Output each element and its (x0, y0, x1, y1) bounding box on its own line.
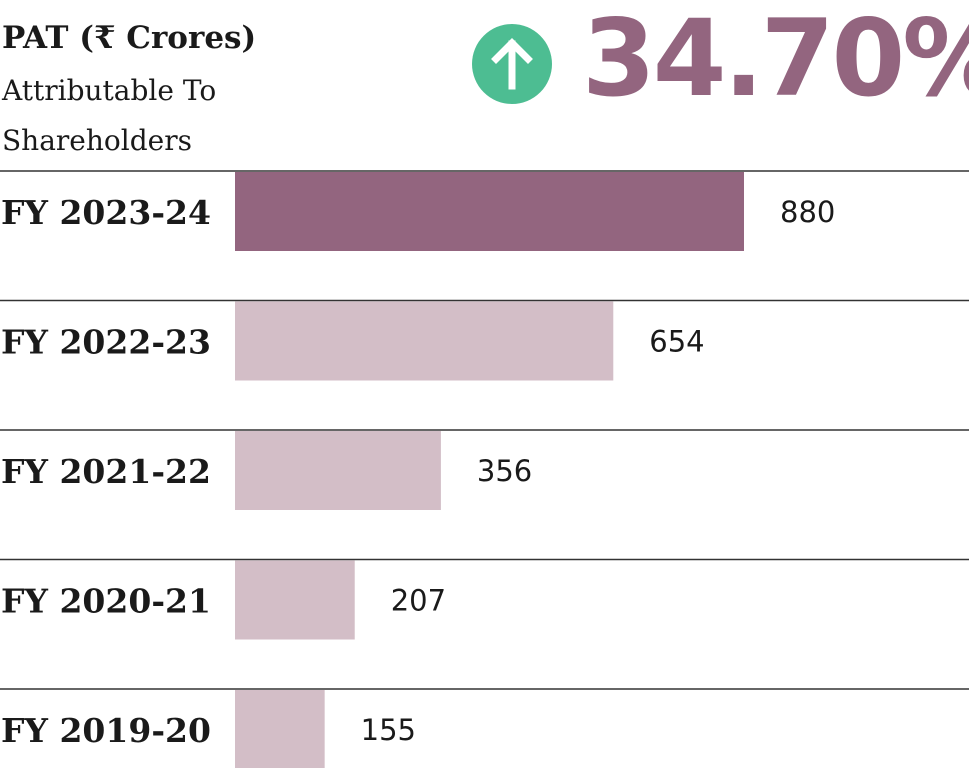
arrow-up-circle-icon (472, 24, 552, 104)
value-label: 654 (649, 325, 704, 359)
bar-fy-2019-20 (235, 690, 325, 768)
chart-subtitle-line1: Attributable To (2, 74, 217, 107)
chart-title: PAT (₹ Crores) (2, 20, 257, 56)
bar-fy-2023-24 (235, 172, 744, 251)
value-label: 207 (391, 584, 446, 618)
category-label: FY 2022-23 (1, 323, 211, 362)
category-label: FY 2023-24 (1, 193, 211, 232)
category-label: FY 2021-22 (1, 452, 211, 491)
category-label: FY 2020-21 (1, 582, 211, 621)
bar-fy-2020-21 (235, 560, 355, 640)
value-label: 356 (477, 454, 532, 488)
bar-fy-2021-22 (235, 431, 441, 510)
category-label: FY 2019-20 (1, 711, 211, 750)
chart-subtitle-line2: Shareholders (2, 124, 192, 157)
value-label: 155 (361, 713, 416, 747)
growth-percentage: 34.70% (582, 0, 969, 120)
value-label: 880 (780, 195, 835, 229)
bar-fy-2022-23 (235, 301, 614, 381)
